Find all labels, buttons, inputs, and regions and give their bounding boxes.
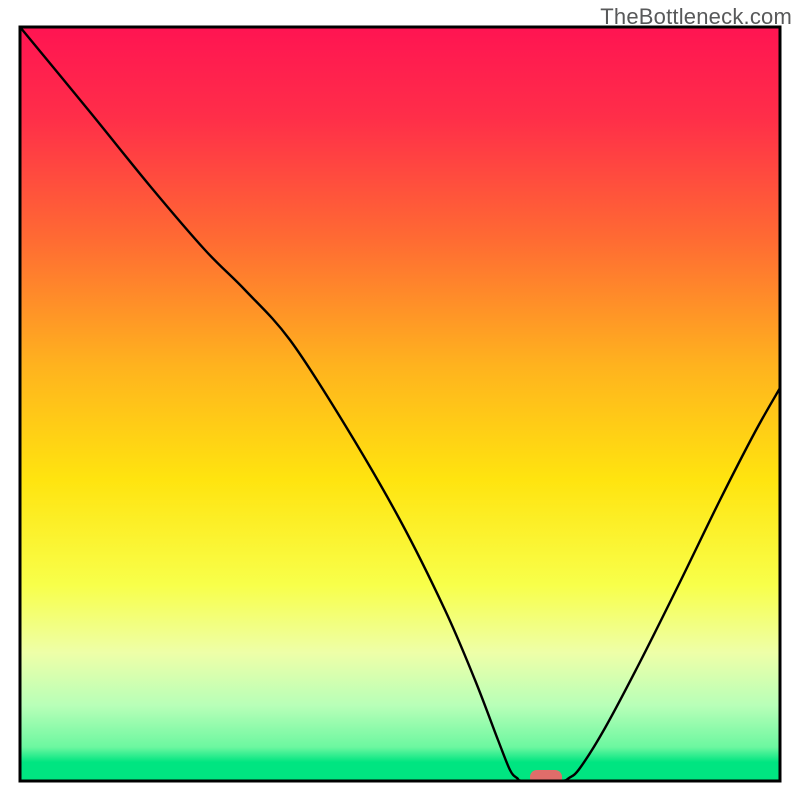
- min-marker: [530, 770, 562, 785]
- chart-canvas: TheBottleneck.com: [0, 0, 800, 800]
- watermark-text: TheBottleneck.com: [600, 4, 792, 30]
- bottleneck-chart: [0, 0, 800, 800]
- gradient-background: [20, 27, 780, 781]
